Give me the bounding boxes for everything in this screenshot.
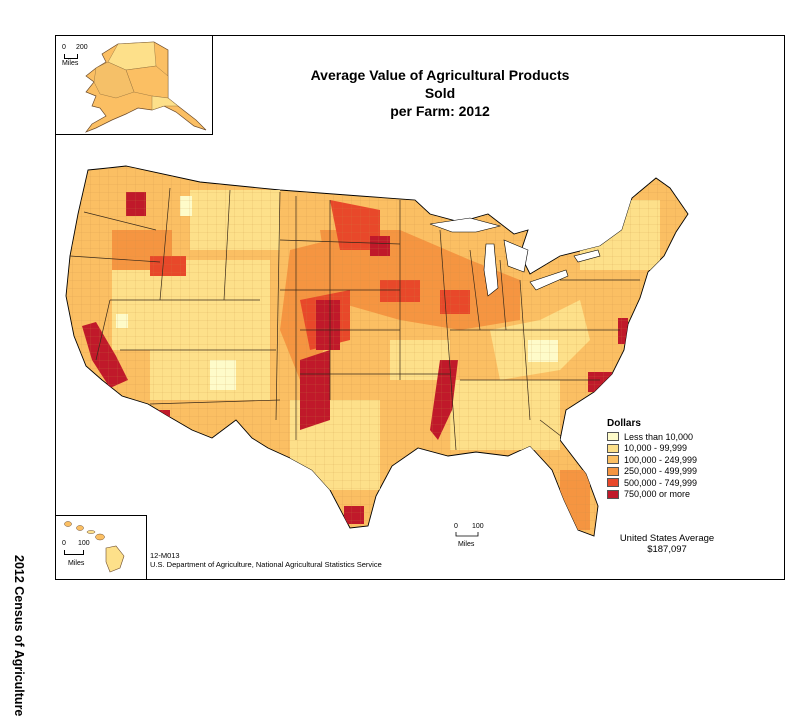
lake-michigan (483, 243, 499, 297)
us-average-label: United States Average (619, 533, 715, 544)
legend-label: 10,000 - 99,999 (624, 443, 688, 454)
lake-superior (429, 217, 502, 233)
hawaii-map (64, 521, 125, 573)
legend-item: 750,000 or more (607, 489, 697, 501)
lake-ontario (573, 249, 601, 263)
county-patches (66, 166, 688, 536)
map-title: Average Value of Agricultural Products S… (295, 66, 585, 120)
conus-scale-zero: 0 (454, 523, 458, 530)
molokai-island (86, 530, 96, 534)
conus-scale-unit: Miles (458, 541, 475, 548)
oahu-island (76, 525, 84, 531)
alaska-region-c (93, 61, 135, 99)
us-average: United States Average $187,097 (612, 533, 722, 555)
alaska-scale-zero: 0 (62, 44, 66, 51)
alaska-scale-bar (64, 54, 78, 59)
big-island (105, 545, 125, 573)
alaska-map (84, 41, 207, 133)
alaska-scale-unit: Miles (62, 60, 79, 67)
alaska-scale-max: 200 (76, 44, 88, 51)
legend-rows: Less than 10,000 10,000 - 99,999 100,000 -… (607, 431, 697, 500)
maui-island (95, 533, 105, 541)
conus-scalebar: 0 100 Miles (454, 523, 484, 548)
legend-item: 250,000 - 499,999 (607, 466, 697, 478)
legend-swatch (607, 489, 619, 499)
conus-scale-bar (455, 532, 479, 537)
legend-item: 100,000 - 249,999 (607, 454, 697, 466)
legend-item: 500,000 - 749,999 (607, 477, 697, 489)
legend-item: 10,000 - 99,999 (607, 443, 697, 455)
agency-credit: U.S. Department of Agriculture, National… (150, 560, 382, 569)
map-frame (55, 35, 785, 580)
legend-swatch (607, 443, 619, 453)
hawaii-scale-bar (64, 550, 84, 555)
hawaii-inset: 0 100 Miles (55, 515, 147, 580)
conus-map: 0 100 Miles (65, 165, 689, 548)
hawaii-scale-zero: 0 (62, 540, 66, 547)
us-average-value: $187,097 (647, 544, 687, 555)
lake-erie (529, 269, 569, 291)
map-title-line1: Average Value of Agricultural Products S… (310, 67, 570, 101)
legend-label: 250,000 - 499,999 (624, 466, 698, 477)
legend-item: Less than 10,000 (607, 431, 697, 443)
legend-label: 500,000 - 749,999 (624, 477, 698, 488)
legend-label: 100,000 - 249,999 (624, 454, 698, 465)
legend-swatch (607, 478, 619, 488)
legend: Dollars Less than 10,000 10,000 - 99,999 1… (607, 418, 697, 500)
legend-swatch (607, 455, 619, 465)
map-title-line2: per Farm: 2012 (390, 103, 490, 119)
alaska-region-d (151, 95, 179, 111)
legend-label: Less than 10,000 (624, 431, 694, 442)
alaska-inset: 0 200 Miles (55, 35, 213, 135)
conus-scale-max: 100 (472, 523, 484, 530)
state-lines (69, 187, 640, 451)
lake-huron (503, 239, 529, 273)
kauai-island (64, 521, 72, 527)
hawaii-scale-unit: Miles (68, 560, 85, 567)
legend-swatch (607, 466, 619, 476)
credits: 12-M013 U.S. Department of Agriculture, … (150, 551, 382, 569)
map-id: 12-M013 (150, 551, 180, 560)
hawaii-scale-max: 100 (78, 540, 90, 547)
legend-label: 750,000 or more (624, 489, 691, 500)
legend-swatch (607, 432, 619, 442)
legend-heading: Dollars (607, 418, 641, 429)
